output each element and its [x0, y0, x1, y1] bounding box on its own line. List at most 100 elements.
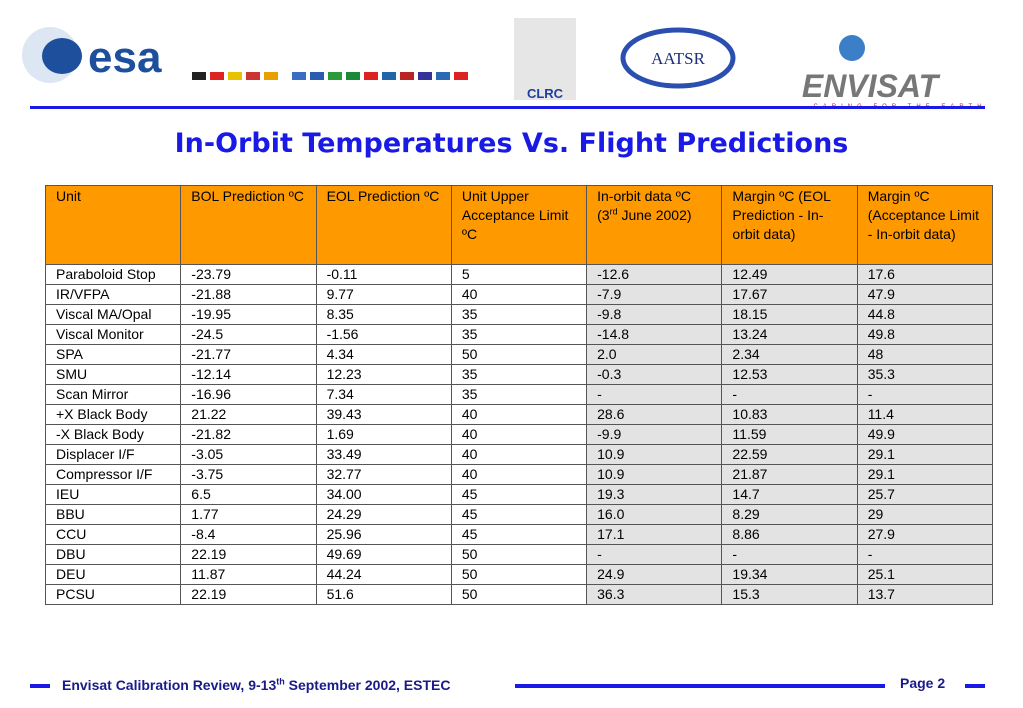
table-cell: -1.56: [315, 324, 452, 345]
table-row: +X Black Body 21.22 39.43 40 28.6 10.83 11.4: [44, 404, 994, 425]
table-cell: 24.29: [315, 504, 452, 525]
table-cell: 32.77: [315, 464, 452, 485]
table-cell: Displacer I/F: [44, 444, 182, 465]
table-cell: -3.75: [180, 464, 317, 485]
table-cell: 25.96: [315, 524, 452, 545]
table-cell: 44.8: [856, 304, 994, 325]
table-row: SMU -12.14 12.23 35 -0.3 12.53 35.3: [44, 364, 994, 385]
table-cell: DEU: [44, 564, 182, 585]
table-row: Viscal MA/Opal -19.95 8.35 35 -9.8 18.15 44.8: [44, 304, 994, 325]
table-cell: PCSU: [44, 584, 182, 605]
table-cell: 11.59: [721, 424, 858, 445]
table-cell: 11.4: [856, 404, 994, 425]
esa-e: [42, 38, 82, 74]
table-cell: IEU: [44, 484, 182, 505]
text: Envisat Calibration Review, 9-13: [62, 677, 277, 693]
table-cell: 35: [450, 304, 588, 325]
table-cell: 12.23: [315, 364, 452, 385]
table-cell: -: [856, 544, 994, 565]
table-cell: -: [586, 384, 723, 405]
table-cell: Paraboloid Stop: [44, 264, 182, 285]
table-cell: -21.77: [180, 344, 317, 365]
table-cell: 16.0: [586, 504, 723, 525]
table-cell: 50: [450, 584, 588, 605]
table-cell: 29.1: [856, 464, 994, 485]
table-cell: 49.9: [856, 424, 994, 445]
table-cell: -23.79: [180, 264, 317, 285]
text: June 2002): [617, 207, 692, 223]
logo-bar: esa CLRC AATSR ENVISAT CARING FOR THE EA…: [22, 18, 985, 110]
text: Unit Upper Acceptance Limit ºC: [461, 188, 569, 242]
table-cell: 40: [450, 284, 588, 305]
aatsr-ellipse: [620, 27, 736, 89]
column-header: Margin ºC (EOL Prediction - In-orbit dat…: [721, 185, 858, 265]
table-cell: -: [721, 544, 858, 565]
table-cell: 44.24: [315, 564, 452, 585]
table-cell: 40: [450, 424, 588, 445]
table-row: DEU 11.87 44.24 50 24.9 19.34 25.1: [44, 564, 994, 585]
table-cell: -7.9: [586, 284, 723, 305]
text: Margin ºC (Acceptance Limit - In-orbit d…: [867, 188, 979, 242]
table-cell: 36.3: [586, 584, 723, 605]
clrc-emblem: [514, 18, 576, 100]
table-row: Paraboloid Stop -23.79 -0.11 5 -12.6 12.49 17.…: [44, 264, 994, 285]
table-cell: 21.22: [180, 404, 317, 425]
table-cell: 50: [450, 544, 588, 565]
table-cell: Scan Mirror: [44, 384, 182, 405]
table-row: BBU 1.77 24.29 45 16.0 8.29 29: [44, 504, 994, 525]
footer-event: Envisat Calibration Review, 9-13th Septe…: [62, 677, 450, 693]
table-cell: 25.1: [856, 564, 994, 585]
column-header: In-orbit data ºC (3rd June 2002): [586, 185, 723, 265]
table-cell: DBU: [44, 544, 182, 565]
table-cell: 7.34: [315, 384, 452, 405]
table-cell: -X Black Body: [44, 424, 182, 445]
table-cell: 17.1: [586, 524, 723, 545]
slide-title: In-Orbit Temperatures Vs. Flight Predict…: [174, 128, 849, 159]
table-cell: 12.53: [721, 364, 858, 385]
table-cell: 49.8: [856, 324, 994, 345]
table-cell: 45: [450, 484, 588, 505]
table-cell: BBU: [44, 504, 182, 525]
table-cell: 15.3: [721, 584, 858, 605]
table-cell: SPA: [44, 344, 182, 365]
table-cell: 10.83: [721, 404, 858, 425]
clrc-logo-text: CLRC: [527, 86, 564, 101]
table-cell: Compressor I/F: [44, 464, 182, 485]
table-cell: 28.6: [586, 404, 723, 425]
footer-rule: [30, 684, 50, 688]
table-cell: +X Black Body: [44, 404, 182, 425]
table-cell: Viscal MA/Opal: [44, 304, 182, 325]
table-row: PCSU 22.19 51.6 50 36.3 15.3 13.7: [44, 584, 994, 605]
table-cell: -0.3: [586, 364, 723, 385]
table-cell: -8.4: [180, 524, 317, 545]
column-header: BOL Prediction ºC: [180, 185, 317, 265]
table-cell: -: [721, 384, 858, 405]
envisat-globe: [839, 35, 865, 61]
header-rule: [30, 106, 985, 109]
flags: [192, 72, 468, 80]
table-cell: 13.7: [856, 584, 994, 605]
table-cell: 21.87: [721, 464, 858, 485]
table-cell: 47.9: [856, 284, 994, 305]
table-cell: 6.5: [180, 484, 317, 505]
table-cell: 45: [450, 504, 588, 525]
table-row: IR/VFPA -21.88 9.77 40 -7.9 17.67 47.9: [44, 284, 994, 305]
temperature-table: Unit BOL Prediction ºC EOL Prediction ºC Un…: [44, 185, 994, 605]
table-cell: 35.3: [856, 364, 994, 385]
table-cell: Viscal Monitor: [44, 324, 182, 345]
table-cell: 8.86: [721, 524, 858, 545]
table-cell: 4.34: [315, 344, 452, 365]
table-cell: 8.35: [315, 304, 452, 325]
table-cell: -21.88: [180, 284, 317, 305]
table-cell: 1.69: [315, 424, 452, 445]
esa-logo-text: esa: [88, 33, 162, 82]
table-cell: 5: [450, 264, 588, 285]
table-cell: 39.43: [315, 404, 452, 425]
table-cell: 29.1: [856, 444, 994, 465]
table-cell: 40: [450, 464, 588, 485]
table-cell: 40: [450, 404, 588, 425]
table-cell: 13.24: [721, 324, 858, 345]
text: Margin ºC (EOL Prediction - In-orbit dat…: [732, 188, 831, 242]
aatsr-logo-text: AATSR: [651, 49, 706, 68]
